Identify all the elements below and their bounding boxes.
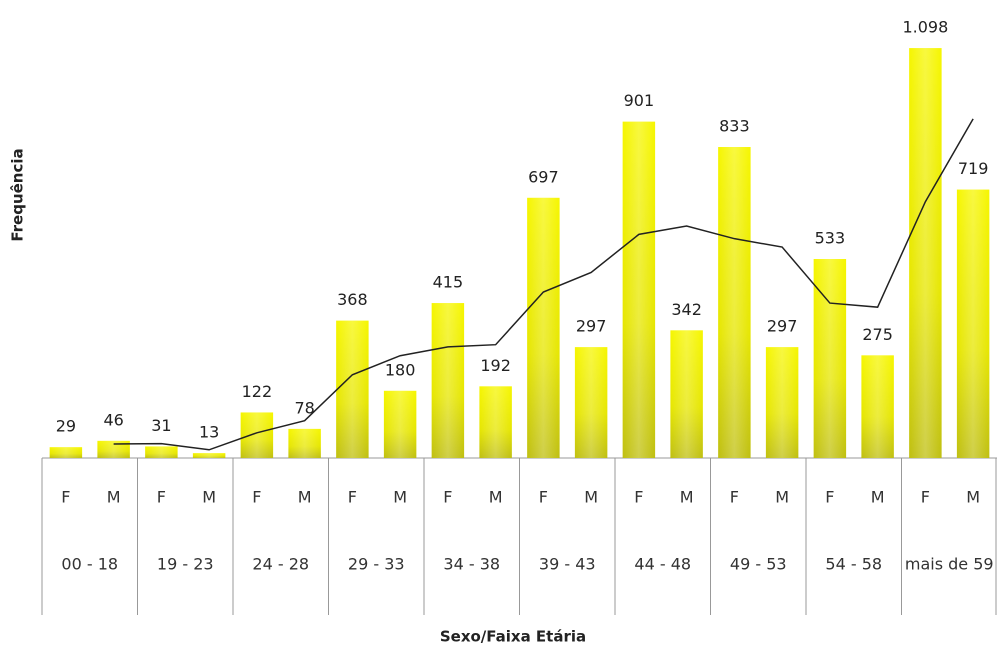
bar [192,453,226,458]
bar [49,447,83,458]
bar [574,347,608,458]
x-tick-label: F [157,488,166,507]
data-label: 192 [480,356,511,375]
x-tick-label: F [443,488,452,507]
data-label: 46 [103,410,123,429]
x-tick-label: F [634,488,643,507]
group-label: 34 - 38 [443,555,500,574]
x-tick-label: M [871,488,885,507]
x-tick-label: M [298,488,312,507]
group-label: 49 - 53 [730,555,787,574]
x-tick-label: M [966,488,980,507]
x-tick-label: M [584,488,598,507]
data-label: 342 [671,300,702,319]
data-label: 719 [958,159,989,178]
bar [527,197,560,458]
data-label: 533 [815,229,846,248]
x-tick-label: M [393,488,407,507]
group-label: 39 - 43 [539,555,596,574]
data-label: 78 [294,398,314,417]
data-label: 180 [385,360,416,379]
bar [956,189,990,458]
x-tick-label: M [680,488,694,507]
data-label: 31 [151,416,171,435]
data-label: 697 [528,167,559,186]
bar [240,412,274,458]
x-tick-label: F [252,488,261,507]
bar [288,428,321,458]
data-label: 297 [576,317,607,336]
group-label: 00 - 18 [61,555,118,574]
x-tick-label: F [730,488,739,507]
bar [909,48,942,459]
bar [479,386,512,458]
x-tick-label: F [61,488,70,507]
bar [622,121,656,459]
y-axis-title: Frequência [9,148,27,241]
group-label: 24 - 28 [252,555,309,574]
bar [670,330,703,458]
bar [145,446,178,458]
x-tick-label: M [107,488,121,507]
bar [431,303,465,458]
bar [336,320,369,458]
data-label: 1.098 [902,18,948,37]
group-label: 44 - 48 [634,555,691,574]
x-tick-label: F [825,488,834,507]
data-label: 833 [719,117,750,136]
x-tick-label: M [489,488,503,507]
data-label: 901 [624,91,655,110]
bar [765,347,799,458]
data-label: 297 [767,317,798,336]
x-tick-label: F [348,488,357,507]
bar [718,147,751,458]
group-label: 19 - 23 [157,555,214,574]
bar [383,390,417,458]
data-label: 29 [56,417,76,436]
x-axis-title: Sexo/Faixa Etária [440,628,586,646]
group-label: 29 - 33 [348,555,405,574]
x-tick-label: F [539,488,548,507]
x-tick-label: M [202,488,216,507]
data-label: 275 [862,325,893,344]
data-label: 415 [433,273,464,292]
data-label: 13 [199,423,219,442]
group-label: 54 - 58 [825,555,882,574]
data-label: 368 [337,290,368,309]
data-label: 122 [242,382,273,401]
bar [861,355,894,458]
group-label: mais de 59 [905,555,994,574]
x-tick-label: M [775,488,789,507]
trend-line [113,118,974,451]
x-tick-label: F [921,488,930,507]
